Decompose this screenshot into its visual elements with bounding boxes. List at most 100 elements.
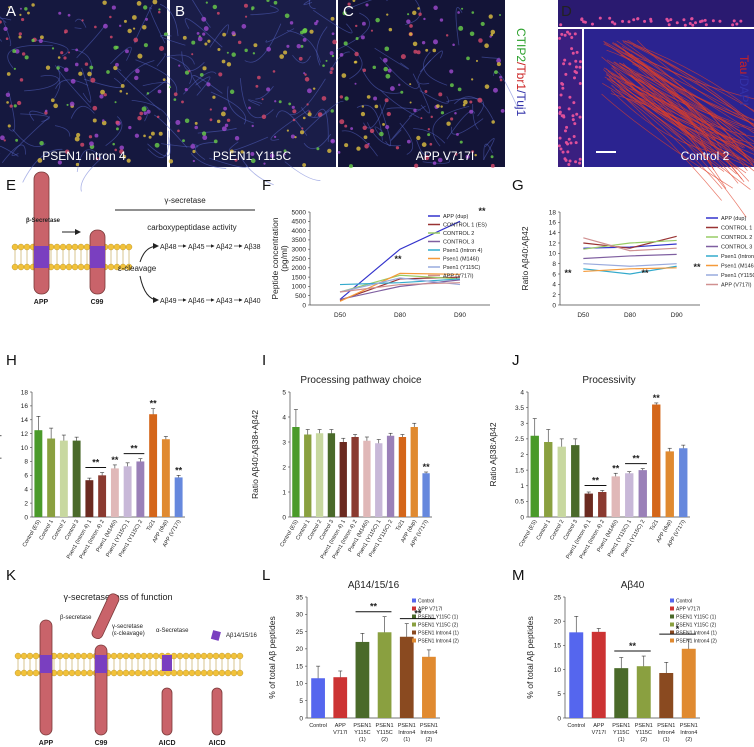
legend-label: PSEN1 Intron4 (2) xyxy=(418,639,459,645)
cell xyxy=(302,163,307,167)
lipid-head xyxy=(140,669,148,677)
label: ε-cleavage xyxy=(118,264,157,273)
cell xyxy=(135,68,140,74)
nucleus xyxy=(608,16,612,20)
cell xyxy=(162,78,166,82)
fiber xyxy=(210,91,246,125)
y-tick-label: 0 xyxy=(557,715,561,722)
y-tick-label: 12 xyxy=(549,240,557,247)
bar xyxy=(659,672,674,718)
lipid-head xyxy=(71,263,79,271)
lipid-head xyxy=(152,652,160,660)
lipid-head xyxy=(32,652,40,660)
cell xyxy=(329,70,333,75)
panel-labels: A B C D E F G H I J K L M xyxy=(6,3,572,584)
bar xyxy=(399,636,414,718)
nucleus xyxy=(675,21,679,25)
x-tick-label: PSEN1 xyxy=(420,723,438,729)
annotation: ** xyxy=(111,455,119,465)
cell xyxy=(192,149,196,154)
nucleus xyxy=(566,30,570,34)
membrane-e xyxy=(11,243,133,271)
label: γ-secretase xyxy=(164,196,206,205)
lipid-head xyxy=(146,652,154,660)
fiber xyxy=(303,100,344,133)
cell xyxy=(383,66,389,72)
cell xyxy=(306,103,309,106)
cell xyxy=(148,135,152,139)
cell xyxy=(475,59,479,63)
cell xyxy=(400,54,406,60)
nucleus xyxy=(690,17,694,21)
cell xyxy=(330,16,335,21)
fiber xyxy=(422,156,451,164)
nucleus xyxy=(735,22,739,26)
cell xyxy=(449,69,454,74)
image-label: PSEN1 Y115C xyxy=(213,149,292,163)
legend-swatch xyxy=(670,598,674,603)
cell xyxy=(367,142,370,145)
cell xyxy=(430,115,433,119)
fiber xyxy=(379,104,392,147)
fiber xyxy=(7,44,53,69)
lipid-head xyxy=(212,652,220,660)
lipid-head xyxy=(74,652,82,660)
fiber xyxy=(1,144,26,164)
bar xyxy=(34,430,43,517)
lipid-head xyxy=(77,243,85,251)
y-tick-label: 15 xyxy=(554,643,562,650)
nucleus xyxy=(694,21,698,25)
cell xyxy=(363,135,368,140)
cell xyxy=(75,162,80,167)
arrow xyxy=(139,243,159,263)
cell xyxy=(199,73,204,77)
nucleus xyxy=(578,161,582,165)
x-tick-label: APP xyxy=(335,723,346,729)
axon xyxy=(614,43,754,143)
cell xyxy=(283,153,286,156)
nucleus xyxy=(560,32,564,36)
cell xyxy=(255,84,259,88)
cell xyxy=(266,87,271,92)
panel-label: E xyxy=(6,177,16,194)
fiber xyxy=(70,105,95,119)
cell xyxy=(80,142,85,147)
label: α-Secretase xyxy=(156,628,189,634)
nucleus xyxy=(565,125,569,129)
fiber xyxy=(413,128,446,144)
cell xyxy=(18,32,22,36)
legend-swatch xyxy=(412,638,416,643)
cell xyxy=(19,7,22,10)
cell xyxy=(94,133,99,138)
cell xyxy=(5,37,9,41)
y-axis-label: Ratio Aβ40:Aβ38+Aβ42 xyxy=(250,410,260,499)
cell xyxy=(240,150,244,154)
fiber xyxy=(181,51,205,72)
cell xyxy=(38,38,43,44)
cell xyxy=(291,105,295,109)
nucleus xyxy=(558,110,562,114)
nucleus xyxy=(569,141,573,145)
cell xyxy=(457,11,460,14)
peptide: Aβ49 xyxy=(160,298,177,305)
x-tick-label: (1) xyxy=(663,737,670,743)
axon xyxy=(601,93,733,189)
peptide: Aβ45 xyxy=(188,244,205,251)
cell xyxy=(217,47,221,52)
cell xyxy=(491,120,495,124)
x-tick-label: Control (ES) xyxy=(279,519,299,548)
micrograph-b xyxy=(170,0,336,167)
panel-label: H xyxy=(6,352,17,369)
cell xyxy=(137,116,142,121)
x-tick-label: D90 xyxy=(454,312,466,319)
cell xyxy=(317,112,323,117)
cell xyxy=(273,0,278,5)
cell xyxy=(490,163,495,168)
lipid-head xyxy=(110,669,118,677)
y-tick-label: 4500 xyxy=(292,219,307,226)
axon xyxy=(605,68,747,162)
nucleus xyxy=(567,163,571,167)
cell xyxy=(344,96,349,101)
cell xyxy=(294,136,297,139)
legend-label: CONTROL 3 xyxy=(721,245,752,251)
